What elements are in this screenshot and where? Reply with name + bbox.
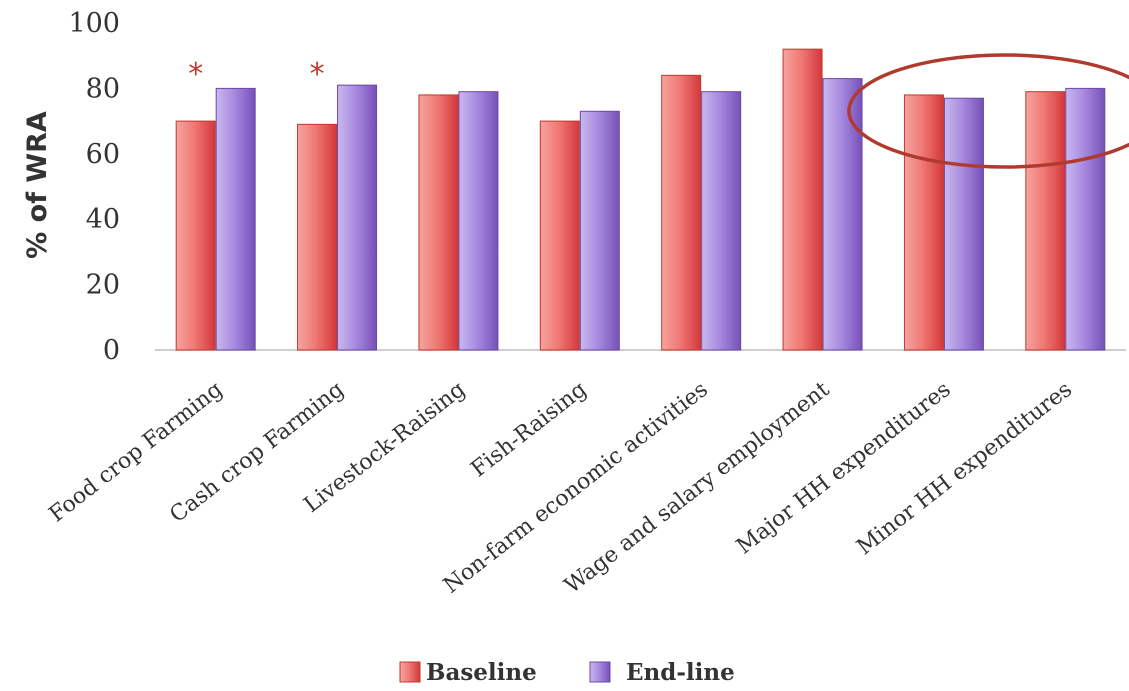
bar-baseline [661, 74, 702, 351]
y-tick-label: 100 [68, 8, 120, 39]
legend-swatch-baseline [399, 661, 421, 683]
bar-baseline [418, 94, 459, 351]
bar-baseline [297, 123, 338, 351]
bar-endline [458, 91, 499, 351]
highlight-ellipse [847, 53, 1129, 169]
bar-baseline [782, 48, 823, 351]
legend-label-baseline: Baseline [426, 659, 537, 686]
significance-markers: * * [188, 57, 324, 92]
legend-label-endline: End-line [626, 659, 735, 686]
y-axis-label: % of WRA [22, 111, 53, 259]
y-axis-ticks: 0 20 40 60 80 100 [68, 8, 120, 366]
x-tick-label: Major HH expenditures [732, 377, 956, 559]
x-tick-label: Wage and salary employment [560, 377, 834, 599]
bar-endline [337, 84, 378, 351]
legend-swatch-endline [589, 661, 611, 683]
significance-marker: * [310, 57, 325, 92]
y-tick-label: 60 [86, 139, 120, 170]
significance-marker: * [188, 57, 203, 92]
bar-endline [822, 78, 863, 351]
y-tick-label: 40 [86, 204, 120, 235]
legend: Baseline End-line [399, 659, 735, 686]
bar-endline [1065, 87, 1106, 351]
bar-baseline [903, 94, 944, 351]
bar-baseline [539, 120, 580, 351]
x-tick-label: Fish-Raising [467, 377, 592, 482]
bar-endline [943, 97, 984, 351]
y-tick-label: 0 [103, 335, 120, 366]
bar-baseline [1025, 91, 1066, 351]
y-tick-label: 80 [86, 73, 120, 104]
bars [175, 48, 1106, 351]
x-tick-label: Minor HH expenditures [852, 377, 1077, 560]
bar-baseline [175, 120, 216, 351]
y-tick-label: 20 [86, 270, 120, 301]
bar-endline [579, 110, 620, 351]
bar-endline [701, 91, 742, 351]
bar-endline [215, 87, 256, 351]
x-tick-label: Non-farm economic activities [439, 377, 713, 599]
